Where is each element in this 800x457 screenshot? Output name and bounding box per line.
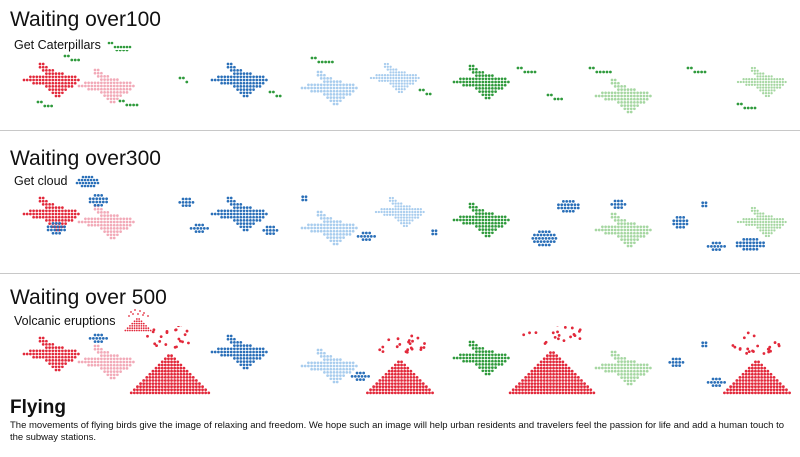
caterpillar-shape xyxy=(516,66,537,74)
cloud-shape xyxy=(735,238,765,251)
cloud-shape xyxy=(189,223,209,234)
caterpillar-shape xyxy=(686,66,707,74)
cloud-shape xyxy=(610,199,627,210)
divider xyxy=(0,273,800,274)
bird-shape xyxy=(452,340,510,376)
cloud-shape xyxy=(531,230,558,247)
section-2-legend: Get cloud xyxy=(14,174,104,188)
cloud-shape xyxy=(706,377,726,388)
bird-shape xyxy=(300,210,358,246)
bird-shape xyxy=(210,196,268,232)
caterpillar-icon xyxy=(107,41,132,49)
cloud-shape xyxy=(701,341,708,348)
section-1-legend: Get Caterpillars xyxy=(14,38,135,52)
cloud-shape xyxy=(701,201,708,208)
bird-shape xyxy=(77,68,135,104)
bird-shape xyxy=(300,70,358,106)
caterpillar-shape xyxy=(310,56,334,64)
caterpillar-shape xyxy=(63,54,80,62)
bird-shape xyxy=(736,206,787,238)
caterpillar-shape xyxy=(268,90,282,98)
volcano-icon xyxy=(124,309,153,332)
volcano-shape xyxy=(129,326,211,395)
bird-shape xyxy=(22,336,80,372)
caterpillar-shape xyxy=(546,93,563,101)
volcano-shape xyxy=(366,334,434,395)
caterpillar-bird-strip xyxy=(22,50,787,114)
cloud-shape xyxy=(178,197,195,208)
cloud-shape xyxy=(301,195,308,202)
bird-shape xyxy=(22,62,80,98)
cloud-shape xyxy=(706,241,726,252)
cloud-icon xyxy=(75,175,99,188)
cloud-bird-strip xyxy=(22,194,787,252)
legend-label: Get Caterpillars xyxy=(14,38,101,52)
volcano-shape xyxy=(508,326,596,395)
cloud-shape xyxy=(88,333,108,344)
bird-shape xyxy=(77,344,135,380)
caterpillar-shape xyxy=(588,66,612,74)
section-2-title: Waiting over300 xyxy=(10,147,161,170)
cloud-shape xyxy=(88,194,108,207)
cloud-shape xyxy=(557,200,580,213)
bird-shape xyxy=(210,334,268,370)
volcano-bird-strip xyxy=(22,326,791,395)
volcano-shape xyxy=(723,331,791,395)
flying-description: The movements of flying birds give the i… xyxy=(10,420,784,443)
bird-shape xyxy=(210,62,268,98)
bird-shape xyxy=(594,350,652,386)
cloud-shape xyxy=(46,222,66,235)
cloud-shape xyxy=(356,231,376,242)
cloud-shape xyxy=(262,225,279,236)
divider xyxy=(0,130,800,131)
cloud-shape xyxy=(672,216,689,229)
bird-shape xyxy=(452,202,510,238)
caterpillar-shape xyxy=(36,100,53,108)
caterpillar-shape xyxy=(736,102,757,110)
volcano-icon-dots xyxy=(124,309,153,332)
cloud-shape xyxy=(350,371,370,382)
caterpillar-shape xyxy=(178,76,189,84)
legend-label: Get cloud xyxy=(14,174,68,188)
bird-shape xyxy=(452,64,510,100)
cloud-shape xyxy=(668,357,685,368)
caterpillar-shape xyxy=(118,99,139,107)
bird-shape xyxy=(300,348,358,384)
caterpillar-shape xyxy=(418,88,432,96)
bird-shape xyxy=(736,66,787,98)
bird-shape xyxy=(594,212,652,248)
legend-label: Volcanic eruptions xyxy=(14,314,116,328)
bird-shape xyxy=(77,204,135,240)
bird-shape xyxy=(374,196,425,228)
bird-shape xyxy=(369,62,420,94)
bird-shape xyxy=(594,78,652,114)
section-1-title: Waiting over100 xyxy=(10,8,161,31)
flying-title: Flying xyxy=(10,397,66,418)
section-3-legend: Volcanic eruptions xyxy=(14,309,155,333)
cloud-shape xyxy=(431,229,438,236)
caterpillar-shape xyxy=(115,50,129,52)
section-3-title: Waiting over 500 xyxy=(10,286,167,309)
